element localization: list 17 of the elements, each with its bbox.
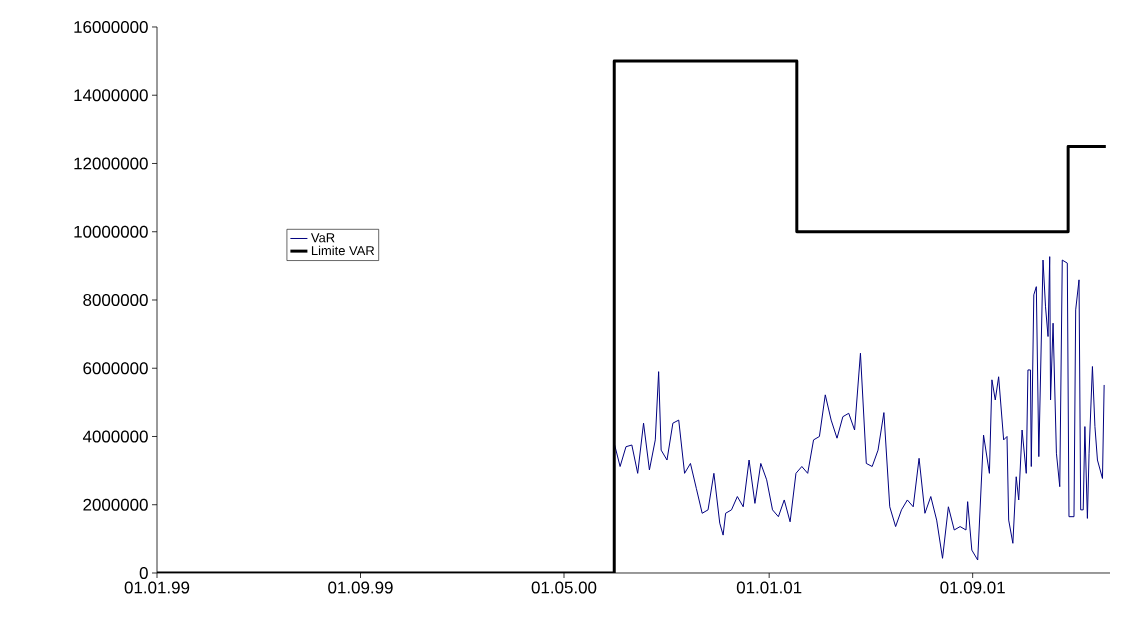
y-tick-label: 14000000 <box>74 89 148 102</box>
y-tick-label: 0 <box>139 566 148 579</box>
legend-label: VaR <box>310 233 335 243</box>
y-tick-label: 10000000 <box>74 225 148 238</box>
y-tick-label: 8000000 <box>83 293 148 306</box>
y-tick-label: 2000000 <box>83 498 148 511</box>
line-series <box>613 256 1105 561</box>
y-tick-label: 6000000 <box>83 362 148 375</box>
legend-label: Limite VAR <box>311 245 375 256</box>
y-tick-label: 4000000 <box>82 430 148 443</box>
x-tick-label: 01.09.99 <box>328 581 393 594</box>
x-tick-label: 01.01.01 <box>736 581 802 594</box>
x-tick-label: 01.01.99 <box>124 581 190 594</box>
y-tick-label: 16000000 <box>74 20 148 33</box>
y-tick-label: 12000000 <box>74 157 148 170</box>
x-tick-label: 01.09.01 <box>940 581 1005 594</box>
x-tick-label: 01.05.00 <box>531 581 597 594</box>
